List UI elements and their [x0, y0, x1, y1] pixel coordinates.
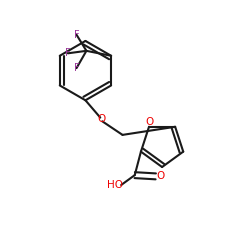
Text: F: F	[65, 48, 71, 58]
Text: O: O	[98, 114, 106, 124]
Text: O: O	[145, 117, 153, 127]
Text: F: F	[74, 30, 79, 40]
Text: HO: HO	[107, 180, 123, 190]
Text: F: F	[74, 63, 79, 73]
Text: O: O	[156, 172, 165, 181]
